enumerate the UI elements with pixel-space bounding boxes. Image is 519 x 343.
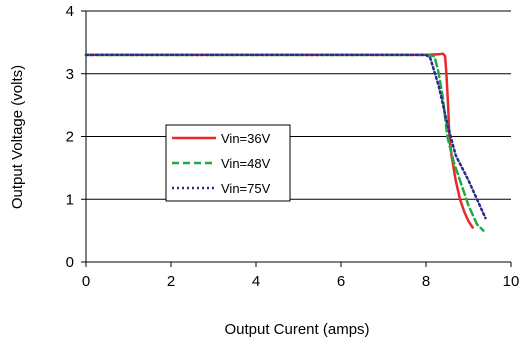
y-axis-label: Output Voltage (volts) <box>9 65 26 209</box>
axes <box>81 10 512 267</box>
y-tick-label-4: 4 <box>66 3 74 20</box>
x-axis-label: Output Curent (amps) <box>224 321 369 338</box>
y-tick-label-2: 2 <box>66 129 74 146</box>
y-tick-label-0: 0 <box>66 254 74 271</box>
y-tick-label-3: 3 <box>66 66 74 83</box>
series-line-2 <box>84 53 485 232</box>
x-tick-label-0: 0 <box>82 273 90 290</box>
x-tick-label-1: 2 <box>167 273 175 290</box>
x-tick-label-4: 8 <box>422 273 430 290</box>
tick-labels: 0 2 4 6 8 10 0 1 2 3 4 <box>66 3 519 290</box>
legend-label-1: Vin=36V <box>221 131 271 146</box>
series-lines <box>84 52 487 232</box>
x-tick-label-5: 10 <box>503 273 519 290</box>
x-tick-label-2: 4 <box>252 273 260 290</box>
legend: Vin=36V Vin=48V Vin=75V <box>165 124 291 202</box>
series-line-1 <box>84 52 474 229</box>
legend-label-2: Vin=48V <box>221 156 271 171</box>
series-line-3 <box>84 53 487 220</box>
legend-label-3: Vin=75V <box>221 181 271 196</box>
y-tick-label-1: 1 <box>66 191 74 208</box>
grid-lines <box>86 10 511 200</box>
x-tick-label-3: 6 <box>337 273 345 290</box>
